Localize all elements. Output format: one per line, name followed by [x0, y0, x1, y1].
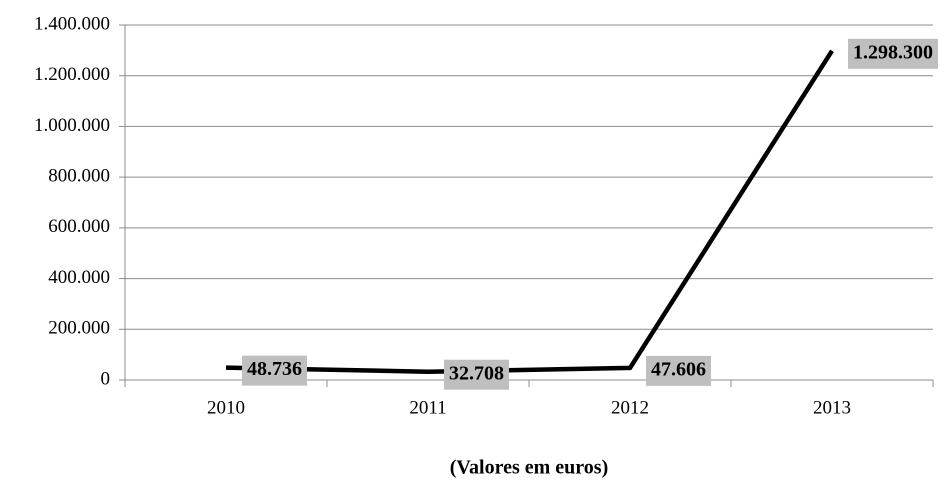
x-tick-label: 2013 [813, 397, 851, 418]
data-label: 32.708 [449, 362, 504, 384]
line [225, 49, 834, 374]
y-tick-label: 200.000 [48, 318, 110, 339]
y-tick-label: 400.000 [48, 267, 110, 288]
data-label-bg [242, 355, 307, 386]
data-label: 1.298.300 [853, 41, 933, 63]
x-tick-label: 2011 [409, 397, 446, 418]
data-label-bg [646, 355, 711, 386]
x-tick-label: 2010 [207, 397, 245, 418]
data-label-bg [444, 359, 509, 390]
y-tick-label: 1.200.000 [34, 64, 110, 85]
y-tick-label: 1.000.000 [34, 115, 110, 136]
data-label-bg [848, 38, 938, 69]
x-axis-label: (Valores em euros) [450, 457, 609, 479]
y-tick-label: 600.000 [48, 216, 110, 237]
y-tick-label: 800.000 [48, 166, 110, 187]
y-tick-label: 0 [101, 368, 111, 389]
x-tick-label: 2012 [611, 397, 649, 418]
data-label: 48.736 [247, 358, 302, 380]
y-tick-label: 1.400.000 [34, 13, 110, 34]
data-label: 47.606 [651, 359, 706, 381]
